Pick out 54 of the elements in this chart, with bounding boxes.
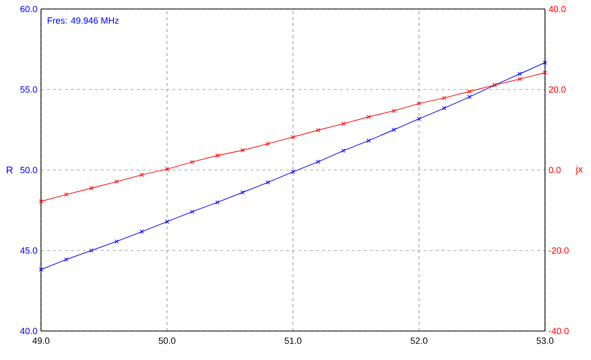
point [89, 248, 94, 253]
point [416, 101, 422, 106]
point [64, 192, 68, 197]
point [316, 160, 320, 164]
point [114, 180, 119, 184]
point [442, 106, 446, 110]
y2-tick-label: -20.0 [548, 247, 569, 254]
y-tick-label: 55.0 [20, 86, 38, 93]
point [290, 134, 296, 140]
point [392, 108, 396, 113]
point [467, 94, 472, 100]
x-tick-label: 50.0 [158, 338, 176, 344]
point [190, 160, 194, 164]
y2-tick-label: 20.0 [548, 86, 566, 93]
annotation: Fres: 49.946 MHz [48, 17, 119, 24]
point [140, 172, 144, 177]
y2-tick-label: 0.0 [548, 166, 561, 174]
y-tick-label: 50.0 [20, 166, 38, 174]
point [290, 170, 296, 174]
x-tick-label: 49.0 [32, 338, 50, 344]
y-tick-label: 60.0 [20, 6, 38, 12]
point [190, 210, 194, 214]
point [316, 128, 320, 132]
point [64, 257, 68, 262]
y2-tick-label: -40.0 [548, 328, 569, 334]
point [467, 89, 472, 94]
point [442, 96, 446, 100]
point [240, 148, 245, 152]
point [140, 230, 144, 234]
y2-axis-title: jx [576, 165, 583, 175]
point [164, 167, 170, 172]
point [266, 180, 270, 185]
y2-tick-label: 40.0 [548, 6, 566, 12]
point [266, 142, 270, 146]
point [366, 138, 371, 143]
point [341, 122, 346, 126]
x-tick-label: 51.0 [284, 338, 302, 344]
y-tick-label: 40.0 [20, 328, 38, 334]
point [89, 186, 94, 190]
x-tick-label: 52.0 [410, 338, 428, 344]
x-tick-label: 53.0 [536, 338, 554, 344]
point [518, 72, 522, 76]
point [392, 128, 396, 132]
point [518, 76, 522, 82]
point [164, 220, 170, 224]
point [341, 148, 346, 153]
y-axis-title: R [6, 166, 13, 174]
point [240, 190, 245, 194]
point [215, 153, 220, 158]
point [416, 116, 422, 121]
point [366, 114, 371, 119]
point [114, 239, 119, 244]
point [215, 200, 220, 204]
y-tick-label: 45.0 [20, 247, 38, 254]
